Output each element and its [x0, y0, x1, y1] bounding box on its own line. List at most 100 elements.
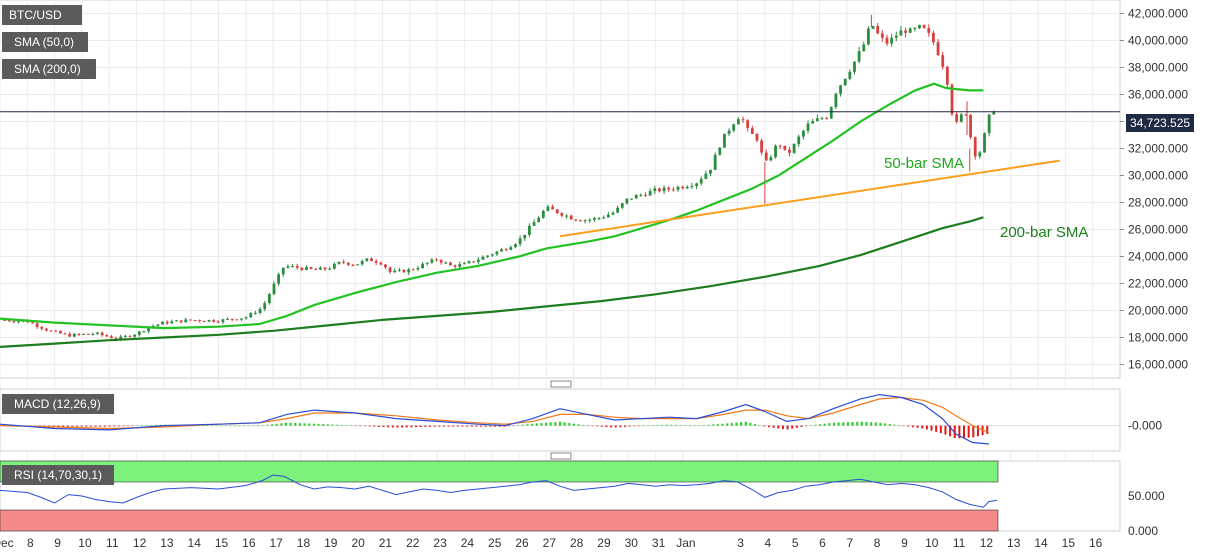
macd-histogram-bar [401, 425, 404, 428]
candle-body [189, 319, 192, 321]
macd-histogram-bar [136, 425, 139, 427]
candle-body [221, 319, 225, 323]
symbol-label: BTC/USD [9, 8, 62, 22]
candle-body [593, 217, 596, 220]
candle-body [198, 320, 202, 322]
candle-body [91, 333, 95, 335]
candle-body [133, 334, 137, 337]
candle-body [890, 37, 894, 44]
candle-body [987, 114, 991, 134]
rsi-tag[interactable]: RSI (14,70,30,1) [2, 465, 114, 485]
candle-body [495, 251, 499, 255]
candle-body [416, 268, 420, 270]
x-tick-label: 19 [324, 536, 338, 550]
candle-body [272, 283, 276, 295]
x-tick-label: 12 [980, 536, 994, 550]
macd-histogram-bar [712, 424, 715, 426]
macd-histogram-bar [572, 423, 575, 426]
candle-body [579, 220, 582, 222]
time-axis: Dec 8 9 10 11 12 13 14 15 16 17 18 19 20 21 22 23 24 25 26 2… [0, 536, 1103, 550]
macd-histogram-bar [415, 425, 418, 428]
candle-body [871, 26, 875, 29]
sma50-tag[interactable]: SMA (50,0) [2, 32, 88, 52]
macd-histogram-bar [526, 424, 529, 426]
candle-body [490, 254, 494, 256]
macd-histogram-bar [679, 425, 682, 426]
candle-body [620, 203, 624, 208]
macd-histogram-bar [967, 425, 970, 438]
macd-histogram-bar [108, 425, 111, 427]
macd-histogram-bar [354, 425, 357, 427]
candle-body [300, 267, 304, 270]
macd-histogram-bar [428, 425, 431, 427]
candle-body [658, 188, 661, 192]
candle-body [518, 238, 522, 245]
candle-body [583, 220, 587, 222]
last-price-tag: 34,723.525 [1126, 114, 1194, 132]
macd-histogram-bar [387, 425, 390, 428]
symbol-tag[interactable]: BTC/USD [2, 5, 82, 25]
candle-body [365, 258, 369, 261]
macd-histogram-bar [758, 425, 761, 426]
candle-body [736, 119, 740, 125]
price-axis: 16,000.000 18,000.000 20,000.000 22,000.000… [1120, 7, 1188, 538]
rsi-overbought-zone [0, 460, 999, 483]
candle-body [337, 261, 341, 264]
macd-histogram-bar [545, 422, 548, 426]
support-trendline [559, 159, 1061, 238]
macd-histogram-bar [740, 422, 743, 426]
candle-body [894, 35, 898, 38]
macd-histogram-bar [935, 425, 938, 432]
candle-body [147, 327, 150, 332]
macd-histogram-bar [57, 425, 60, 427]
candle-body [462, 263, 466, 265]
macd-histogram-bar [52, 425, 55, 427]
candle-body [606, 214, 610, 218]
candle-body [755, 133, 759, 141]
macd-histogram-bar [633, 425, 636, 427]
macd-histogram-bar [419, 425, 422, 428]
candle-body [193, 320, 197, 322]
candle-body [63, 333, 67, 335]
macd-histogram-bar [498, 425, 501, 427]
macd-histogram-bar [219, 425, 222, 427]
macd-histogram-bar [707, 424, 710, 426]
macd-histogram-bar [280, 423, 283, 426]
candle-body [105, 335, 109, 337]
candle-body [82, 333, 85, 335]
candle-body [983, 133, 986, 153]
rsi-oversold-zone [0, 509, 999, 532]
x-tick-label: 16 [1089, 536, 1103, 550]
y-tick-label: 38,000.000 [1128, 61, 1188, 75]
x-tick-label: 27 [543, 536, 557, 550]
macd-histogram-bar [345, 425, 348, 426]
candle-body [927, 28, 931, 33]
macd-histogram-bar [145, 425, 148, 426]
x-tick-label: 29 [597, 536, 611, 550]
candle-body [277, 274, 281, 284]
candle-body [31, 322, 34, 324]
candle-body [123, 335, 127, 337]
candle-body [843, 78, 847, 86]
x-tick-label: 9 [54, 536, 61, 550]
panel-resize-handle[interactable] [550, 380, 572, 388]
macd-histogram-bar [600, 425, 603, 427]
macd-histogram-bar [461, 425, 464, 427]
candle-body [829, 107, 833, 119]
candle-body [732, 124, 736, 131]
panel-resize-handle[interactable] [550, 452, 572, 460]
macd-histogram-bar [405, 425, 408, 428]
sma200-tag[interactable]: SMA (200,0) [2, 59, 96, 79]
x-tick-label: 16 [242, 536, 256, 550]
candle-body [68, 333, 72, 337]
candle-body [226, 318, 229, 320]
macd-histogram-bar [921, 425, 924, 429]
candle-body [904, 30, 907, 33]
x-tick-label: Jan [676, 536, 695, 550]
candle-body [314, 268, 318, 270]
macd-histogram-bar [744, 421, 747, 426]
macd-histogram-bar [944, 425, 947, 435]
macd-tag[interactable]: MACD (12,26,9) [2, 394, 114, 414]
macd-histogram-bar [846, 422, 849, 426]
candle-body [207, 320, 211, 322]
